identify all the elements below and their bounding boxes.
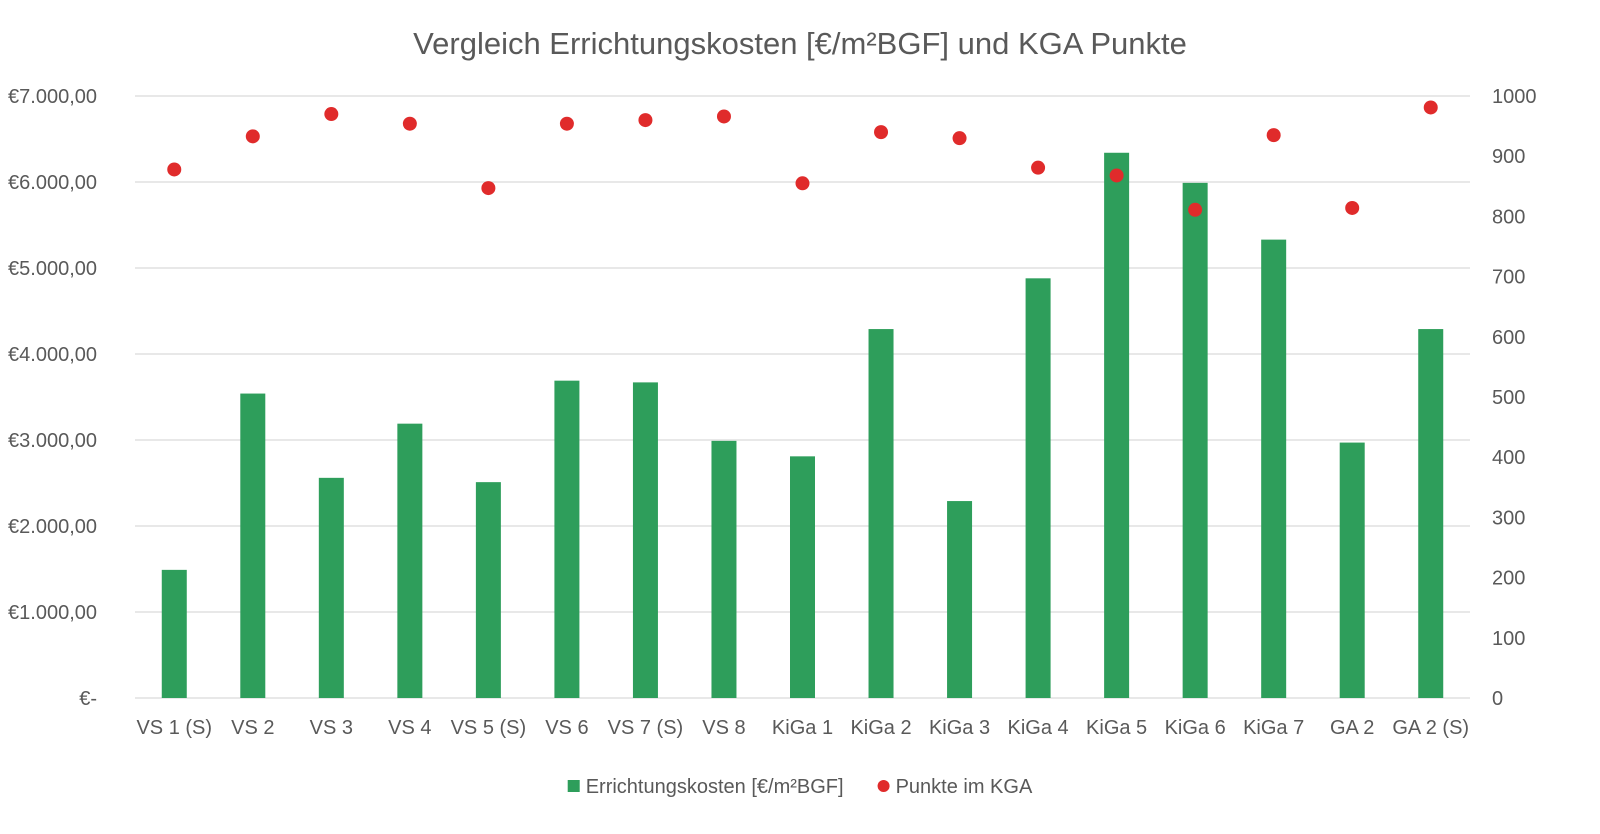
point <box>716 109 731 124</box>
x-tick-label: KiGa 2 <box>850 717 911 739</box>
cost-bars <box>161 152 1444 699</box>
x-tick-label: VS 5 (S) <box>451 717 527 739</box>
point <box>245 129 260 144</box>
right-tick-label: 200 <box>1492 568 1525 590</box>
left-tick-label: €- <box>79 688 97 710</box>
right-tick-label: 100 <box>1492 628 1525 650</box>
right-tick-label: 300 <box>1492 507 1525 529</box>
left-tick-label: €6.000,00 <box>8 172 97 194</box>
left-tick-label: €7.000,00 <box>8 86 97 108</box>
bar <box>1182 182 1208 699</box>
x-tick-label: VS 8 <box>702 717 745 739</box>
legend: Errichtungskosten [€/m²BGF] Punkte im KG… <box>567 776 1033 798</box>
legend-swatch-point <box>877 780 890 792</box>
right-tick-label: 900 <box>1492 146 1525 168</box>
x-tick-label: KiGa 6 <box>1165 717 1226 739</box>
bar <box>1261 239 1287 698</box>
x-tick-label: VS 4 <box>388 717 431 739</box>
right-tick-label: 500 <box>1492 387 1525 409</box>
bar <box>1104 152 1130 698</box>
x-tick-label: VS 7 (S) <box>608 717 684 739</box>
left-tick-label: €4.000,00 <box>8 344 97 366</box>
right-tick-label: 400 <box>1492 447 1525 469</box>
x-tick-label: KiGa 3 <box>929 717 990 739</box>
legend-swatch-bar <box>567 780 580 792</box>
point <box>1266 128 1281 143</box>
x-tick-label: GA 2 <box>1330 717 1374 739</box>
right-tick-label: 0 <box>1492 688 1503 710</box>
bar <box>1025 278 1051 698</box>
point <box>481 181 496 196</box>
point <box>1423 100 1438 115</box>
point <box>1188 202 1203 217</box>
right-axis-tick-labels: 0 100 200 300 400 500 600 700 800 900 1000 <box>1492 86 1537 710</box>
point <box>402 116 417 131</box>
right-tick-label: 700 <box>1492 267 1525 289</box>
point <box>795 176 810 191</box>
bar <box>397 423 423 698</box>
left-tick-label: €3.000,00 <box>8 430 97 452</box>
left-axis-tick-labels: €- €1.000,00 €2.000,00 €3.000,00 €4.000,00 €5… <box>8 86 97 710</box>
bar <box>868 329 894 698</box>
bar <box>554 380 580 698</box>
legend-label-bar: Errichtungskosten [€/m²BGF] <box>586 776 844 798</box>
chart-title: Vergleich Errichtungskosten [€/m²BGF] un… <box>413 26 1187 61</box>
bar <box>240 393 266 698</box>
kga-points <box>167 100 1438 217</box>
point <box>559 116 574 131</box>
right-tick-label: 800 <box>1492 206 1525 228</box>
right-tick-label: 600 <box>1492 327 1525 349</box>
bar <box>711 440 737 698</box>
left-tick-label: €5.000,00 <box>8 258 97 280</box>
point <box>874 125 889 140</box>
x-tick-label: VS 3 <box>310 717 353 739</box>
x-tick-label: VS 6 <box>545 717 588 739</box>
x-tick-label: VS 1 (S) <box>136 717 212 739</box>
point <box>1031 160 1046 175</box>
left-tick-label: €1.000,00 <box>8 602 97 624</box>
x-tick-label: KiGa 4 <box>1008 717 1069 739</box>
point <box>324 107 339 122</box>
x-tick-label: KiGa 7 <box>1243 717 1304 739</box>
point <box>952 131 967 146</box>
bar <box>475 482 501 698</box>
x-tick-label: VS 2 <box>231 717 274 739</box>
bar <box>947 501 973 698</box>
bar <box>1418 329 1444 698</box>
x-tick-label: GA 2 (S) <box>1392 717 1469 739</box>
left-tick-label: €2.000,00 <box>8 516 97 538</box>
x-tick-label: KiGa 5 <box>1086 717 1147 739</box>
point <box>638 113 653 128</box>
bar <box>632 382 658 698</box>
point <box>167 162 182 177</box>
bar <box>318 477 344 698</box>
x-axis-tick-labels: VS 1 (S) VS 2 VS 3 VS 4 VS 5 (S) VS 6 VS 7 (S)… <box>136 717 1469 739</box>
right-tick-label: 1000 <box>1492 86 1537 108</box>
point <box>1345 200 1360 215</box>
x-tick-label: KiGa 1 <box>772 717 833 739</box>
bar <box>161 569 187 698</box>
legend-label-point: Punkte im KGA <box>896 776 1033 798</box>
point <box>1109 168 1124 183</box>
bar <box>790 456 815 698</box>
bar <box>1339 442 1365 698</box>
